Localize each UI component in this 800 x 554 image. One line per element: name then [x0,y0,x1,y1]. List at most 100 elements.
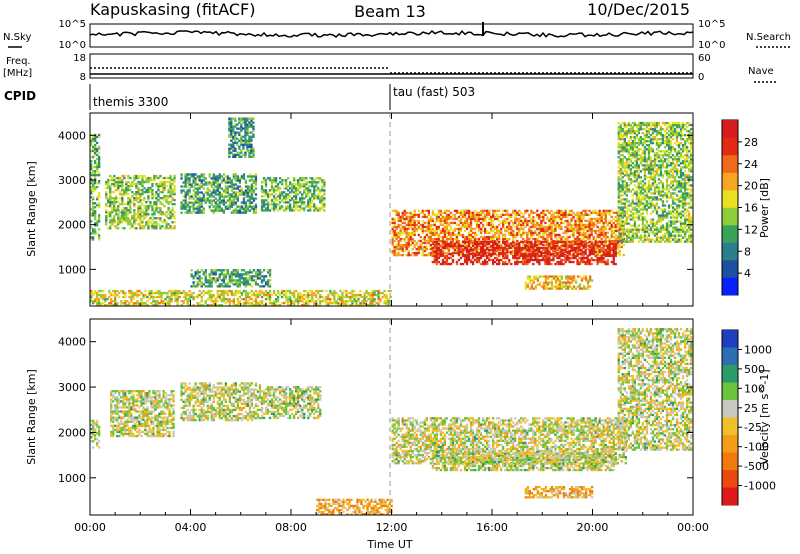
echo-cell [303,293,306,297]
echo-cell [208,173,211,176]
echo-cell [393,223,396,227]
echo-cell [180,203,183,206]
echo-cell [550,240,553,244]
echo-cell [576,237,579,241]
echo-cell [228,205,231,208]
echo-cell [435,217,438,221]
echo-cell [536,243,539,247]
echo-cell [506,227,509,231]
echo-cell [170,291,173,295]
echo-cell [427,217,430,221]
echo-cell [608,219,611,223]
echo-cell [150,291,153,295]
echo-cell [488,242,491,246]
echo-cell [120,300,123,303]
echo-cell [339,304,342,307]
echo-cell [504,233,507,237]
echo-cell [309,177,312,180]
echo-cell [608,211,611,214]
echo-cell [604,211,607,214]
echo-cell [321,203,324,206]
echo-cell [475,219,479,223]
echo-cell [548,227,551,231]
echo-cell [299,199,302,202]
echo-cell [411,217,414,221]
echo-cell [415,219,418,223]
echo-cell [196,189,199,192]
echo-cell [137,176,140,180]
echo-cell [467,256,471,260]
echo-cell [232,302,235,305]
echo-cell [465,227,469,231]
echo-cell [115,213,118,216]
echo-cell [588,235,591,239]
echo-cell [278,191,282,194]
echo-cell [349,291,352,295]
echo-cell [433,223,436,227]
echo-cell [198,289,201,293]
echo-cell [98,159,101,163]
echo-cell [492,250,495,254]
echo-cell [145,178,148,182]
echo-cell [484,248,487,252]
echo-cell [238,281,241,284]
echo-cell [127,221,130,224]
echo-cell [200,281,203,284]
echo-cell [373,300,376,303]
echo-cell [532,246,535,250]
echo-cell [234,304,237,307]
echo-cell [307,185,310,188]
echo-cell [514,250,517,254]
echo-cell [488,221,491,225]
echo-cell [274,179,278,182]
echo-cell [246,279,250,282]
echo-cell [198,191,201,194]
echo-cell [429,229,432,233]
echo-cell [119,193,122,196]
echo-cell [258,269,262,272]
echo-cell [244,131,247,134]
echo-cell [403,249,406,253]
echo-cell [584,235,587,239]
echo-cell [516,244,519,248]
echo-cell [419,235,422,239]
echo-cell [405,243,408,247]
echo-cell [125,180,128,184]
echo-cell [500,215,503,219]
echo-cell [141,188,144,192]
echo-cell [141,225,144,228]
echo-cell [425,254,428,257]
echo-cell [287,189,290,192]
echo-cell [169,195,172,198]
echo-cell [159,209,162,212]
echo-cell [109,203,112,206]
echo-cell [266,193,270,196]
echo-cell [590,240,593,244]
echo-cell [395,251,398,255]
echo-cell [184,199,187,202]
echo-cell [526,223,529,227]
echo-cell [157,184,160,188]
echo-cell [226,298,229,301]
echo-cell [486,221,489,225]
echo-cell [250,119,253,122]
echo-cell [437,256,440,260]
echo-cell [305,205,308,208]
echo-cell [395,254,398,257]
echo-cell [214,191,217,194]
echo-cell [293,201,296,204]
echo-cell [526,246,529,250]
echo-cell [548,235,551,239]
echo-cell [238,275,241,278]
echo-cell [578,225,581,229]
echo-cell [107,186,110,190]
echo-cell [488,248,491,252]
echo-cell [349,298,352,301]
echo-cell [417,249,420,253]
echo-cell [262,191,266,194]
echo-cell [486,260,489,264]
echo-cell [415,229,418,233]
echo-cell [246,209,250,212]
echo-cell [276,300,280,303]
echo-cell [120,289,123,293]
